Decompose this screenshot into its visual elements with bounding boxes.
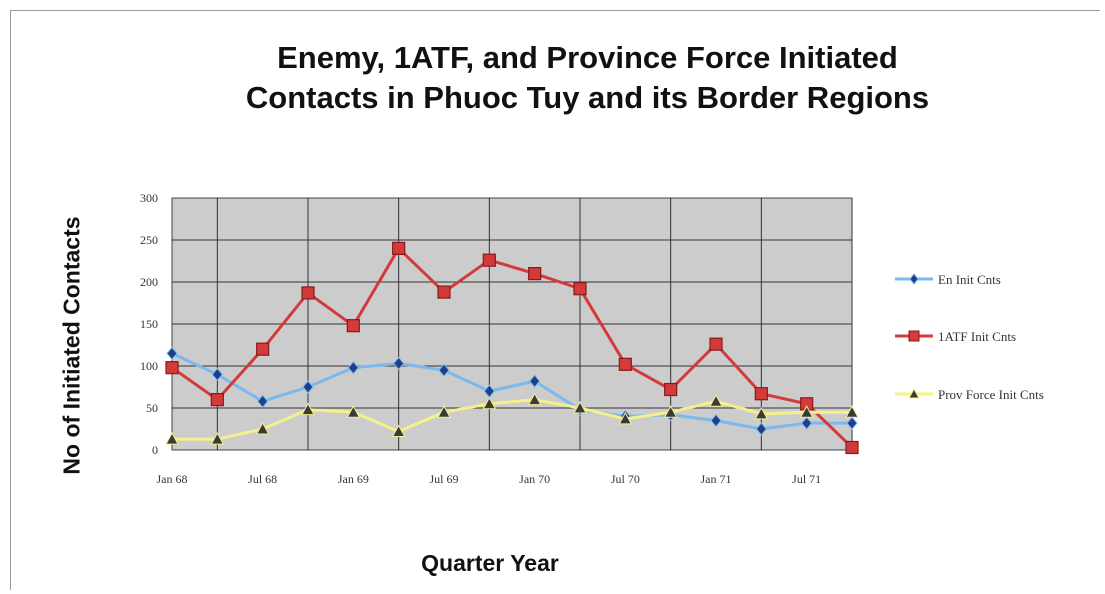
data-point-triangle: [165, 432, 179, 445]
data-point-triangle: [709, 394, 723, 407]
x-tick-label: Jan 70: [519, 472, 550, 486]
chart-frame: [10, 10, 1100, 590]
chart-title-line-2: Contacts in Phuoc Tuy and its Border Reg…: [245, 80, 930, 115]
legend-marker: [908, 387, 920, 399]
data-point-triangle: [255, 421, 270, 435]
data-point-triangle: [663, 405, 678, 418]
data-point-square: [210, 393, 224, 407]
data-point-square: [845, 440, 859, 455]
x-tick-label: Jan 71: [701, 472, 732, 486]
data-point-diamond: [302, 380, 314, 394]
y-tick-label: 50: [146, 401, 158, 415]
chart-title-line-1: Enemy, 1ATF, and Province Force Initiate…: [277, 40, 898, 75]
legend-marker: [909, 273, 919, 285]
series-line: [172, 398, 852, 441]
data-point-diamond: [801, 416, 813, 430]
data-point-triangle: [482, 396, 497, 410]
data-point-diamond: [438, 363, 450, 377]
data-point-diamond: [529, 374, 541, 388]
y-tick-label: 250: [140, 233, 158, 247]
data-point-triangle: [437, 405, 451, 418]
data-point-square: [346, 319, 360, 333]
legend-label: Prov Force Init Cnts: [938, 387, 1044, 402]
data-point-square: [392, 241, 406, 255]
data-point-triangle: [527, 392, 542, 406]
data-point-square: [754, 387, 768, 401]
y-tick-label: 300: [140, 191, 158, 205]
series-line: [171, 352, 852, 431]
data-point-triangle: [391, 424, 406, 438]
data-point-triangle: [210, 432, 225, 445]
legend-label: En Init Cnts: [938, 272, 1001, 287]
series-line: [171, 245, 854, 449]
y-tick-label: 200: [140, 275, 158, 289]
data-point-diamond: [166, 346, 178, 361]
data-point-triangle: [845, 405, 859, 418]
x-tick-label: Jan 68: [157, 472, 188, 486]
data-point-diamond: [257, 394, 269, 409]
legend-label: 1ATF Init Cnts: [938, 329, 1016, 344]
y-tick-label: 0: [152, 443, 158, 457]
x-tick-label: Jul 71: [792, 472, 821, 486]
data-point-diamond: [211, 367, 223, 382]
x-tick-label: Jan 69: [338, 472, 369, 486]
data-point-diamond: [393, 356, 405, 371]
data-point-square: [709, 337, 723, 351]
data-point-square: [528, 267, 542, 281]
data-point-triangle: [346, 405, 361, 418]
data-point-square: [301, 286, 315, 300]
data-point-square: [573, 282, 587, 296]
chart-title: Enemy, 1ATF, and Province Force Initiate…: [0, 38, 1105, 118]
data-point-diamond: [846, 416, 858, 430]
data-point-square: [437, 285, 451, 299]
x-tick-label: Jul 68: [248, 472, 277, 486]
legend-marker: [908, 330, 920, 342]
data-point-square: [256, 342, 270, 356]
data-point-triangle: [754, 406, 769, 420]
data-point-triangle: [301, 402, 315, 416]
data-point-triangle: [618, 411, 633, 425]
x-tick-label: Jul 69: [429, 472, 458, 486]
data-point-diamond: [755, 422, 767, 436]
data-point-square: [618, 357, 632, 371]
y-tick-label: 100: [140, 359, 158, 373]
x-tick-label: Jul 70: [611, 472, 640, 486]
data-point-triangle: [573, 400, 587, 414]
data-point-diamond: [710, 413, 722, 428]
data-point-triangle: [799, 405, 814, 418]
y-tick-label: 150: [140, 317, 158, 331]
data-point-square: [165, 361, 179, 375]
data-point-square: [482, 253, 496, 267]
x-axis-label: Quarter Year: [421, 550, 559, 576]
data-point-square: [664, 382, 678, 397]
data-point-diamond: [347, 360, 359, 375]
